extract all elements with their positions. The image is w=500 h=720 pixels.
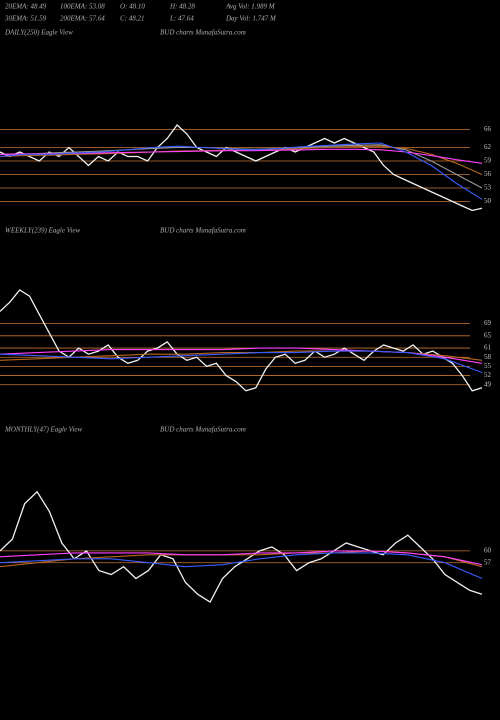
y-tick-label: 66 <box>484 125 492 133</box>
price-line <box>0 124 483 212</box>
price-line <box>0 552 483 580</box>
header-stat: H: 48.28 <box>169 3 195 11</box>
header-stat: C: 48.21 <box>120 15 145 23</box>
y-tick-label: 69 <box>484 319 492 327</box>
panel-title: MONTHLY(47) Eagle View <box>4 426 82 434</box>
y-tick-label: 53 <box>484 184 492 192</box>
panel-subtitle: BUD charts MunafaSutra.com <box>160 426 246 434</box>
y-tick-label: 49 <box>484 380 492 388</box>
panel-title: DAILY(250) Eagle View <box>4 29 73 37</box>
price-line <box>0 490 483 604</box>
price-line <box>0 142 483 200</box>
header-stat: 30EMA: 51.59 <box>4 15 47 23</box>
y-tick-label: 59 <box>484 157 492 165</box>
y-tick-label: 60 <box>484 547 492 555</box>
y-tick-label: 57 <box>484 558 492 566</box>
panel-subtitle: BUD charts MunafaSutra.com <box>160 29 246 37</box>
y-tick-label: 58 <box>484 353 492 361</box>
price-line <box>0 289 483 392</box>
y-tick-label: 52 <box>484 371 492 379</box>
price-line <box>0 550 483 566</box>
y-tick-label: 61 <box>484 344 492 352</box>
y-tick-label: 65 <box>484 331 492 339</box>
price-line <box>0 350 483 374</box>
panel-subtitle: BUD charts MunafaSutra.com <box>160 227 246 235</box>
header-stat: Avg Vol: 1.989 M <box>225 3 276 11</box>
header-stat: 100EMA: 53.08 <box>60 3 105 11</box>
header-stat: Day Vol: 1.747 M <box>225 15 277 23</box>
header-stat: 200EMA: 57.64 <box>60 15 105 23</box>
header-stat: L: 47.64 <box>169 15 194 23</box>
header-stat: O: 48.10 <box>120 3 145 11</box>
price-line <box>0 347 483 364</box>
y-tick-label: 55 <box>484 362 492 370</box>
y-tick-label: 56 <box>484 170 492 178</box>
panel-title: WEEKLY(239) Eagle View <box>5 227 80 235</box>
y-tick-label: 50 <box>484 197 492 205</box>
y-tick-label: 62 <box>484 143 492 151</box>
header-stat: 20EMA: 48.49 <box>5 3 47 11</box>
